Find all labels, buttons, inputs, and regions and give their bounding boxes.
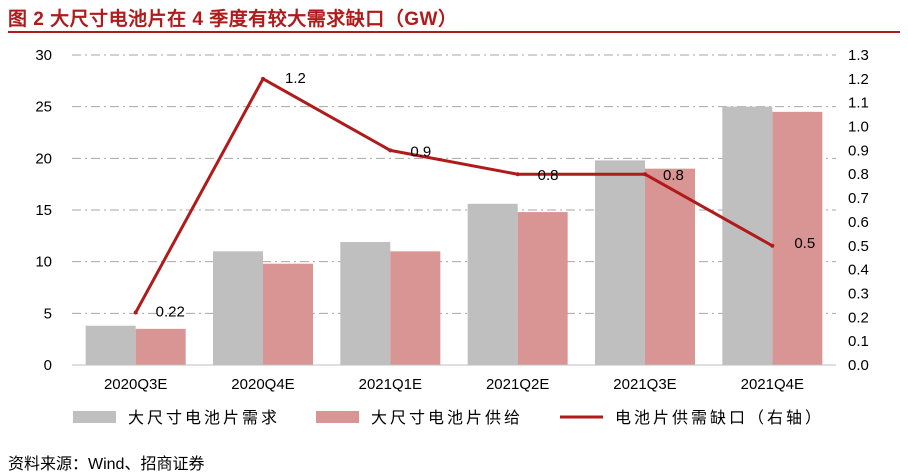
line-gap-point-2020Q4E	[261, 76, 265, 81]
y-left-tick-label: 15	[35, 202, 52, 219]
bar-demand-2020Q3E	[85, 325, 136, 365]
line-gap-point-2021Q3E	[643, 172, 647, 177]
source-note: 资料来源：Wind、招商证券	[8, 456, 205, 473]
y-left-tick-label: 20	[35, 150, 52, 167]
y-right-tick-label: 0.2	[848, 309, 869, 326]
legend-label-demand: 大尺寸电池片需求	[128, 409, 280, 427]
x-tick-label: 2021Q4E	[741, 376, 804, 393]
legend-swatch-demand	[73, 411, 116, 423]
y-right-tick-label: 0.1	[848, 333, 869, 350]
y-right-tick-label: 0.8	[848, 166, 869, 183]
line-data-label: 0.9	[410, 143, 431, 160]
bar-demand-2021Q3E	[595, 160, 645, 365]
y-left-tick-label: 5	[44, 305, 52, 322]
y-right-tick-label: 1.0	[848, 119, 869, 136]
axis-layer: 2020Q3E 2020Q4E 2021Q1E 2021Q2E 2021Q3E 2021Q…	[35, 47, 869, 393]
y-right-tick-label: 0.7	[848, 190, 869, 207]
y-left-tick-label: 25	[35, 99, 52, 116]
bar-demand-2021Q2E	[467, 203, 518, 365]
bar-demand-2020Q4E	[213, 251, 263, 365]
chart-area: 0.22 1.2 0.9 0.8 0.8 0.5 2020Q3E 2020Q4E 2021Q1…	[35, 47, 869, 427]
line-data-label: 0.22	[156, 304, 185, 321]
line-data-label: 1.2	[285, 70, 306, 87]
x-tick-label: 2021Q3E	[613, 376, 676, 393]
y-right-tick-label: 0.9	[848, 142, 869, 159]
y-left-tick-label: 30	[35, 47, 52, 64]
y-right-tick-label: 1.1	[848, 95, 869, 112]
y-right-tick-label: 0.3	[848, 285, 869, 302]
bar-demand-2021Q4E	[722, 106, 773, 366]
line-gap-series	[134, 77, 774, 314]
line-gap-point-2021Q4E	[770, 243, 775, 248]
grid-layer	[72, 54, 836, 314]
chart-title: 图 2 大尺寸电池片在 4 季度有较大需求缺口（GW）	[8, 9, 458, 30]
bar-supply-2021Q4E	[772, 111, 823, 365]
y-right-tick-label: 0.6	[848, 214, 869, 231]
bar-demand-2021Q1E	[340, 242, 391, 365]
y-right-tick-label: 1.3	[848, 47, 869, 64]
bar-layer	[85, 106, 823, 366]
legend-layer: 大尺寸电池片需求 大尺寸电池片供给 电池片供需缺口（右轴）	[73, 409, 824, 427]
line-gap-point-2021Q2E	[515, 172, 520, 177]
y-left-tick-label: 0	[44, 357, 52, 374]
bar-supply-2021Q3E	[645, 168, 695, 365]
y-right-tick-label: 0.4	[848, 262, 869, 279]
x-tick-label: 2020Q3E	[104, 376, 167, 393]
title-rule	[8, 31, 900, 33]
y-right-tick-label: 0.0	[848, 357, 869, 374]
bar-supply-2021Q2E	[517, 212, 568, 365]
line-gap-point-2021Q1E	[388, 148, 393, 153]
x-tick-label: 2021Q1E	[359, 376, 422, 393]
line-data-label: 0.8	[538, 167, 559, 184]
bar-supply-2020Q4E	[263, 263, 313, 365]
line-gap-point-2020Q3E	[133, 310, 138, 315]
line-data-label: 0.8	[663, 167, 684, 184]
bar-supply-2020Q3E	[135, 328, 186, 365]
y-right-tick-label: 1.2	[848, 71, 869, 88]
line-data-label: 0.5	[794, 235, 815, 252]
x-tick-label: 2021Q2E	[486, 376, 549, 393]
y-right-tick-label: 0.5	[848, 238, 869, 255]
line-layer: 0.22 1.2 0.9 0.8 0.8 0.5	[133, 70, 815, 321]
bar-supply-2021Q1E	[390, 251, 441, 365]
legend-label-supply: 大尺寸电池片供给	[371, 409, 523, 427]
x-tick-label: 2020Q4E	[231, 376, 294, 393]
y-left-tick-label: 10	[35, 254, 52, 271]
legend-label-gap: 电池片供需缺口（右轴）	[615, 409, 824, 427]
legend-swatch-supply	[316, 411, 359, 423]
